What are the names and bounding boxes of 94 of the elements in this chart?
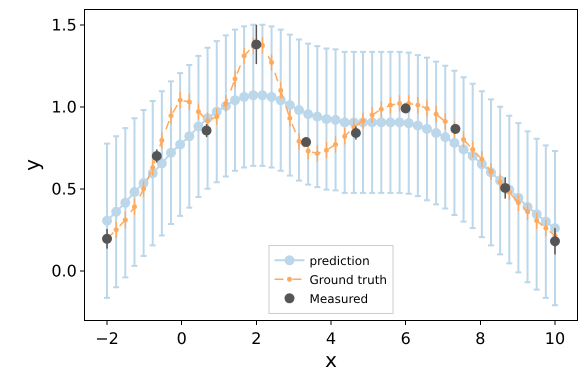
- point: [251, 39, 262, 50]
- point: [168, 113, 174, 118]
- point: [296, 138, 302, 144]
- point: [314, 151, 320, 156]
- point: [132, 204, 137, 210]
- point: [306, 148, 311, 154]
- point: [102, 216, 112, 226]
- point: [449, 138, 460, 148]
- point: [440, 132, 450, 142]
- point: [412, 120, 423, 131]
- point: [284, 100, 295, 110]
- point: [450, 124, 460, 134]
- point: [303, 109, 314, 120]
- point: [324, 148, 329, 153]
- point: [378, 106, 384, 112]
- point: [287, 116, 292, 121]
- point: [196, 109, 201, 114]
- point: [150, 164, 156, 170]
- point: [534, 218, 540, 224]
- point: [184, 131, 194, 142]
- point: [278, 88, 284, 93]
- point: [193, 121, 204, 132]
- y-tick-label: 1.0: [51, 97, 77, 116]
- point: [516, 200, 521, 206]
- point: [342, 134, 348, 139]
- x-axis-title: x: [325, 348, 338, 372]
- point: [385, 117, 396, 128]
- point: [102, 234, 112, 244]
- point: [461, 137, 466, 142]
- point: [166, 148, 176, 158]
- point: [156, 158, 167, 168]
- point: [257, 90, 268, 100]
- point: [186, 99, 192, 104]
- point: [458, 144, 469, 154]
- y-tick-label: 0.0: [51, 261, 77, 280]
- point: [269, 60, 274, 65]
- point: [111, 206, 122, 217]
- point: [376, 117, 386, 128]
- x-tick-label: 0: [176, 329, 187, 348]
- point: [404, 118, 414, 128]
- point: [242, 53, 247, 58]
- point: [550, 236, 560, 246]
- point: [350, 128, 361, 138]
- x-tick-label: 4: [326, 329, 336, 348]
- point: [330, 114, 341, 125]
- point: [312, 112, 322, 122]
- point: [141, 186, 146, 192]
- x-tick-label: 8: [475, 329, 486, 348]
- x-tick-label: 2: [251, 329, 262, 348]
- point: [340, 117, 350, 128]
- point: [400, 103, 411, 114]
- point: [431, 128, 442, 138]
- point: [114, 227, 119, 232]
- point: [202, 126, 212, 136]
- point: [122, 217, 128, 222]
- point: [159, 138, 164, 143]
- point: [294, 105, 304, 116]
- point: [500, 182, 510, 193]
- point: [214, 114, 220, 120]
- x-tick-label: −2: [95, 329, 119, 348]
- point: [301, 137, 312, 148]
- legend-label: prediction: [310, 254, 370, 268]
- point: [397, 100, 402, 106]
- point: [470, 146, 476, 152]
- point: [422, 124, 432, 134]
- point: [333, 142, 338, 147]
- point: [370, 112, 375, 118]
- point: [152, 150, 162, 161]
- point: [479, 156, 484, 162]
- point: [321, 114, 332, 124]
- point: [434, 112, 439, 117]
- point: [175, 140, 186, 150]
- point: [424, 106, 430, 111]
- x-tick-label: 10: [544, 329, 566, 348]
- point: [232, 76, 238, 82]
- point: [239, 92, 250, 102]
- legend-label: Measured: [310, 292, 368, 306]
- y-axis-title: y: [20, 158, 44, 171]
- legend-label: Ground truth: [310, 272, 388, 287]
- point: [525, 209, 530, 214]
- y-tick-label: 0.5: [51, 179, 77, 198]
- point: [120, 198, 130, 208]
- point: [248, 90, 258, 100]
- point: [543, 226, 548, 231]
- point: [178, 98, 183, 103]
- point: [266, 92, 277, 102]
- point: [230, 95, 240, 106]
- point: [415, 102, 420, 108]
- point: [388, 102, 393, 108]
- point: [394, 117, 405, 128]
- x-tick-label: 6: [400, 329, 411, 348]
- y-tick-label: 1.5: [51, 15, 77, 34]
- point: [442, 119, 448, 124]
- point: [129, 187, 140, 198]
